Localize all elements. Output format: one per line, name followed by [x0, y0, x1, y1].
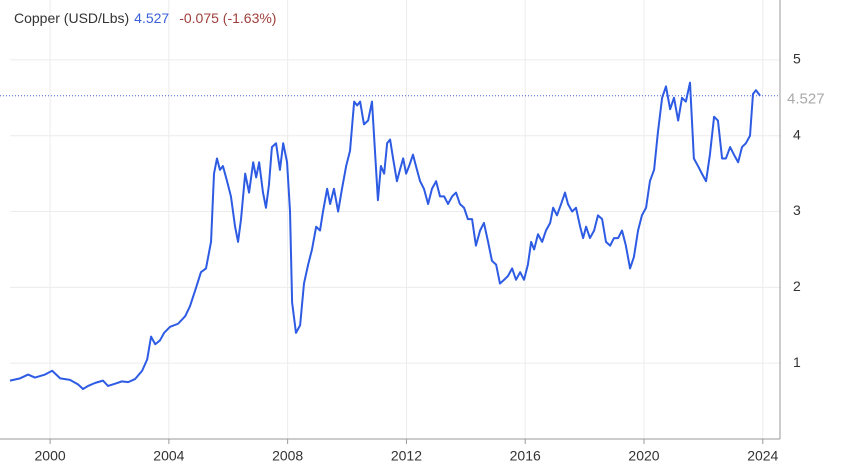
- y-tick-label: 1: [793, 354, 801, 370]
- plot-area: 1 2 3 4 5 2000 2004 2008 2012 2016 2020 2024 4.527: [0, 0, 825, 464]
- y-tick-label: 3: [793, 202, 801, 218]
- y-tick-label: 2: [793, 278, 801, 294]
- x-tick-label: 2012: [391, 448, 422, 464]
- y-tick-label: 4: [793, 126, 801, 142]
- instrument-name: Copper (USD/Lbs): [14, 10, 129, 26]
- x-tick-label: 2024: [747, 448, 778, 464]
- price-change: -0.075 (-1.63%): [179, 10, 276, 26]
- x-tick-label: 2000: [35, 448, 66, 464]
- chart-title: Copper (USD/Lbs) 4.527 -0.075 (-1.63%): [14, 10, 276, 26]
- x-tick-label: 2016: [510, 448, 541, 464]
- x-tick-label: 2004: [153, 448, 184, 464]
- reference-label: 4.527: [787, 91, 825, 108]
- price: 4.527: [134, 10, 169, 26]
- price-line: [9, 81, 761, 390]
- x-tick-label: 2008: [272, 448, 303, 464]
- x-tick-label: 2020: [628, 448, 659, 464]
- y-tick-label: 5: [793, 51, 801, 67]
